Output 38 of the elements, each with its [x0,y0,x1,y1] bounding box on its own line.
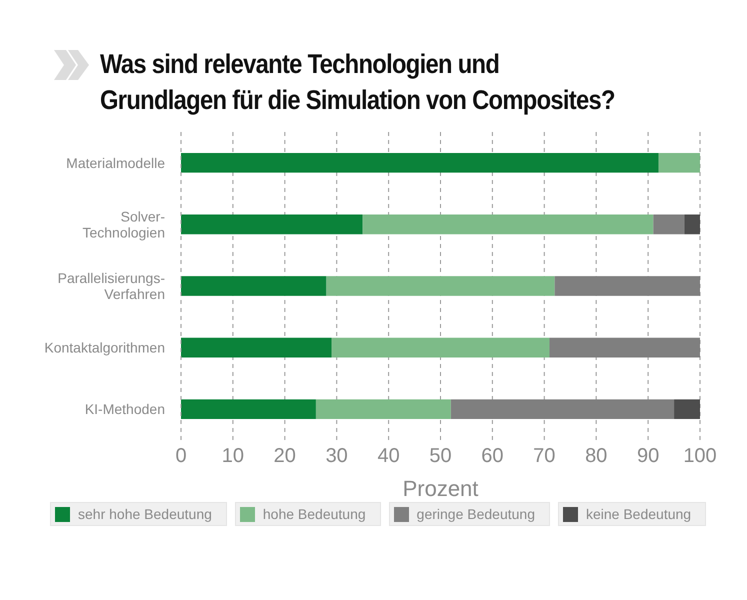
y-tick-label: Parallelisierungs- Verfahren [58,270,166,302]
bar [181,276,326,296]
bar [549,338,700,358]
bar [684,214,700,234]
x-tick-label: 100 [683,445,717,468]
x-tick-label: 80 [585,445,608,468]
y-tick-label: Kontaktalgorithmen [44,340,165,356]
x-tick-label: 90 [636,445,660,468]
y-tick-label: KI-Methoden [84,401,165,418]
chart-title: Was sind relevante Technologien und Grundlagen für die Simulation von Composites? [100,48,616,117]
legend-label: sehr hohe Bedeutung [78,506,212,522]
x-tick-label: 70 [533,445,556,468]
legend-label: keine Bedeutung [586,506,692,522]
bar [674,399,700,420]
bar [658,152,700,173]
bar [326,276,555,296]
x-tick-label: 10 [222,445,244,468]
bar [362,214,654,234]
x-tick-label: 30 [326,445,348,468]
legend-label: hohe Bedeutung [262,506,366,522]
bar [316,399,451,420]
y-tick-label: Materialmodelle [66,154,166,171]
x-tick-label: 60 [481,445,504,468]
bar [181,214,363,234]
bar [181,338,332,358]
x-tick-label: 0 [175,445,187,468]
bar [332,338,550,358]
bar [181,399,316,420]
x-tick-label: 40 [377,445,400,468]
legend-label: geringe Bedeutung [416,506,535,522]
bar [653,214,684,234]
x-tick-label: 20 [274,445,296,468]
y-tick-label: Solver- Technologien [82,208,166,240]
x-tick-label: 50 [429,445,452,468]
x-axis-title: Prozent [402,476,478,501]
bar [181,152,658,173]
bar [554,276,700,296]
bar [450,399,674,420]
